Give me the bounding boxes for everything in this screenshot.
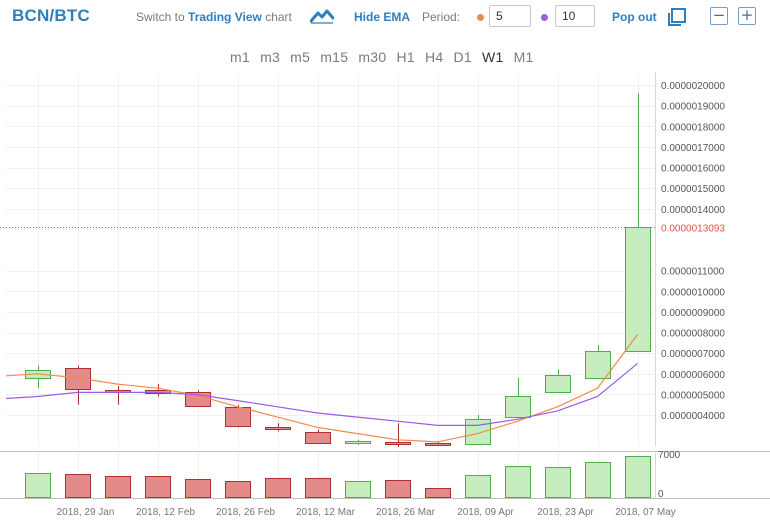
minimize-button[interactable]: − xyxy=(710,7,728,25)
chart-toolbar: BCN/BTC Switch to Trading View chart Hid… xyxy=(0,0,770,34)
timeframe-w1[interactable]: W1 xyxy=(481,49,504,65)
candle xyxy=(385,423,411,448)
x-tick-label: 2018, 12 Feb xyxy=(136,507,195,518)
volume-bar xyxy=(105,476,131,498)
candle xyxy=(545,369,571,393)
candle xyxy=(65,365,91,405)
candle xyxy=(25,365,51,389)
price-tick-label: 0.0000011000 xyxy=(661,267,725,278)
volume-bar xyxy=(385,480,411,498)
price-tick-label: 0.0000019000 xyxy=(661,102,725,113)
candle xyxy=(305,429,331,444)
volume-bar xyxy=(425,488,451,498)
timeframe-mo1[interactable]: M1 xyxy=(513,49,534,65)
price-tick-label: 0.0000010000 xyxy=(661,287,725,298)
candle xyxy=(425,441,451,446)
timeframe-m3[interactable]: m3 xyxy=(260,49,281,65)
volume-bar xyxy=(145,476,171,498)
candle xyxy=(625,93,651,352)
tradingview-icon[interactable] xyxy=(310,8,334,24)
candle xyxy=(265,423,291,432)
volume-bar xyxy=(545,467,571,498)
timeframe-selector: m1 m3 m5 m15 m30 H1 H4 D1 W1 M1 xyxy=(230,49,544,65)
candle xyxy=(585,344,611,379)
x-tick-label: 2018, 12 Mar xyxy=(296,507,356,518)
volume-bar xyxy=(65,474,91,498)
ema-slow-dot xyxy=(541,14,548,21)
price-tick-label: 0.0000006000 xyxy=(661,370,725,381)
timeframe-d1[interactable]: D1 xyxy=(453,49,472,65)
last-price-label: 0.0000013093 xyxy=(661,223,725,234)
switch-prefix: Switch to xyxy=(136,10,185,24)
maximize-button[interactable]: + xyxy=(738,7,756,25)
candle xyxy=(225,404,251,428)
volume-tick-label: 0 xyxy=(658,489,664,500)
volume-bar xyxy=(25,473,51,498)
x-tick-label: 2018, 07 May xyxy=(615,507,676,518)
x-tick-label: 2018, 29 Jan xyxy=(57,507,115,518)
hide-ema-button[interactable]: Hide EMA xyxy=(354,10,411,24)
ema-slow-period-input[interactable] xyxy=(555,5,595,27)
candle xyxy=(465,415,491,445)
ema-fast-period-input[interactable] xyxy=(489,5,531,27)
candle-body xyxy=(505,396,531,418)
volume-tick-label: 7000 xyxy=(658,450,681,461)
candle-body xyxy=(625,227,651,352)
switch-link-text: Trading View xyxy=(188,10,262,24)
timeframe-m1[interactable]: m1 xyxy=(230,49,251,65)
volume-bar xyxy=(585,462,611,498)
price-tick-label: 0.0000017000 xyxy=(661,143,725,154)
price-tick-label: 0.0000007000 xyxy=(661,349,725,360)
x-tick-label: 2018, 09 Apr xyxy=(457,507,514,518)
candle-body xyxy=(585,351,611,379)
timeframe-m30[interactable]: m30 xyxy=(358,49,387,65)
candle-body xyxy=(465,419,491,445)
price-tick-label: 0.0000008000 xyxy=(661,329,725,340)
price-tick-label: 0.0000018000 xyxy=(661,122,725,133)
ema-slow-line xyxy=(5,363,638,426)
timeframe-m5[interactable]: m5 xyxy=(290,49,311,65)
price-tick-label: 0.0000014000 xyxy=(661,205,725,216)
x-tick-label: 2018, 23 Apr xyxy=(537,507,594,518)
candle-body xyxy=(65,368,91,390)
volume-bar xyxy=(345,481,371,498)
switch-to-tradingview-link[interactable]: Switch to Trading View chart xyxy=(136,10,292,24)
candle-body xyxy=(345,441,371,444)
candle-body xyxy=(305,432,331,444)
price-tick-label: 0.0000020000 xyxy=(661,81,725,92)
ema-fast-dot xyxy=(477,14,484,21)
x-tick-label: 2018, 26 Mar xyxy=(376,507,436,518)
volume-bar xyxy=(225,481,251,498)
period-label: Period: xyxy=(422,10,461,24)
candle xyxy=(345,439,371,445)
volume-bar xyxy=(505,466,531,498)
volume-bar xyxy=(625,456,651,498)
timeframe-h1[interactable]: H1 xyxy=(396,49,415,65)
timeframe-m15[interactable]: m15 xyxy=(320,49,349,65)
candle-body xyxy=(385,442,411,445)
volume-bar xyxy=(465,475,491,498)
volume-bar xyxy=(185,479,211,498)
candle xyxy=(505,377,531,418)
switch-suffix: chart xyxy=(265,10,292,24)
x-tick-label: 2018, 26 Feb xyxy=(216,507,275,518)
price-tick-label: 0.0000009000 xyxy=(661,308,725,319)
price-tick-label: 0.0000016000 xyxy=(661,164,725,175)
price-tick-label: 0.0000004000 xyxy=(661,411,725,422)
ema-fast-line xyxy=(5,334,638,443)
timeframe-h4[interactable]: H4 xyxy=(424,49,444,65)
candle-body xyxy=(425,443,451,446)
candle-body xyxy=(225,407,251,427)
price-tick-label: 0.0000005000 xyxy=(661,390,725,401)
price-tick-label: 0.0000015000 xyxy=(661,184,725,195)
volume-bar xyxy=(265,478,291,498)
pair-title: BCN/BTC xyxy=(12,6,90,25)
candle-body xyxy=(545,375,571,393)
candle-body xyxy=(265,427,291,430)
pop-out-icon[interactable] xyxy=(668,8,686,26)
volume-bar xyxy=(305,478,331,498)
candle xyxy=(105,386,131,405)
pop-out-button[interactable]: Pop out xyxy=(612,10,657,24)
